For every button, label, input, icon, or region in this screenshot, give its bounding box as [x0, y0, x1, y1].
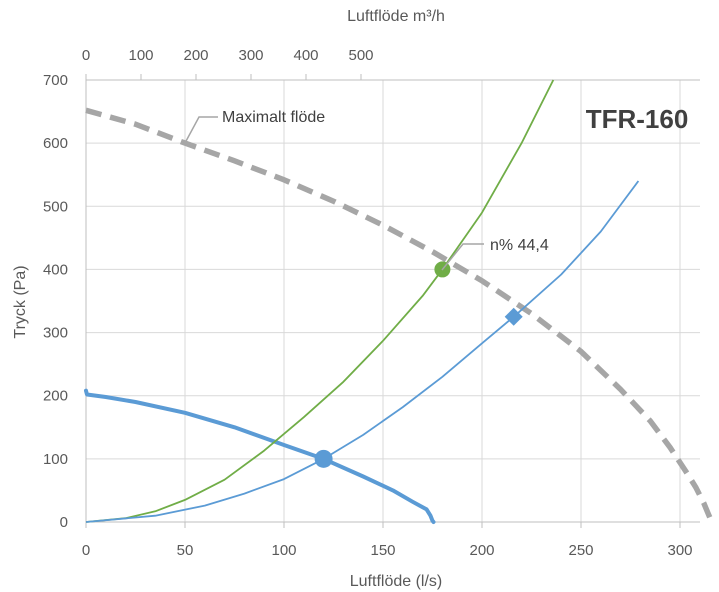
x-tick-label: 250 [568, 542, 593, 559]
x-tick-label: 300 [667, 542, 692, 559]
x2-tick-label: 0 [82, 47, 90, 64]
x-tick-label: 100 [271, 542, 296, 559]
efficiency-annotation: n% 44,4 [441, 237, 549, 271]
x-tick-label: 50 [177, 542, 194, 559]
y-tick-label: 0 [60, 514, 68, 531]
x2-axis-title: Luftflöde m³/h [347, 8, 445, 25]
series-system-green [85, 79, 555, 523]
efficiency-label: n% 44,4 [490, 237, 549, 254]
series-system-blue [85, 180, 640, 523]
axes: 0 100 200 300 400 500 600 700 0 50 100 150 200 250 300… [43, 47, 700, 559]
max-flow-annotation: Maximalt flöde [184, 109, 325, 144]
max-flow-leader-line [184, 116, 218, 144]
series-max-flow [85, 107, 715, 524]
x2-tick-label: 300 [238, 47, 263, 64]
y-tick-label: 700 [43, 72, 68, 89]
x-tick-label: 200 [469, 542, 494, 559]
x-axis-title: Luftflöde (l/s) [350, 573, 442, 590]
x2-tick-label: 200 [183, 47, 208, 64]
points-layer [314, 261, 523, 468]
x2-tick-label: 400 [293, 47, 318, 64]
fan-point-marker [314, 449, 333, 468]
y-axis-title: Tryck (Pa) [12, 265, 29, 338]
y-tick-label: 600 [43, 135, 68, 152]
y-tick-label: 100 [43, 451, 68, 468]
series-fan-curve [84, 388, 436, 524]
y-tick-label: 500 [43, 198, 68, 215]
y-tick-label: 400 [43, 261, 68, 278]
blue-point-marker [504, 307, 523, 326]
chart-title: TFR-160 [586, 104, 689, 134]
max-flow-label: Maximalt flöde [222, 109, 325, 126]
x-tick-label: 0 [82, 542, 90, 559]
x2-tick-label: 100 [128, 47, 153, 64]
y-tick-label: 300 [43, 325, 68, 342]
x2-tick-label: 500 [348, 47, 373, 64]
efficiency-leader-line [441, 243, 484, 271]
x-tick-label: 150 [370, 542, 395, 559]
y-tick-label: 200 [43, 388, 68, 405]
series-layer [84, 79, 715, 524]
gridlines [86, 79, 700, 522]
